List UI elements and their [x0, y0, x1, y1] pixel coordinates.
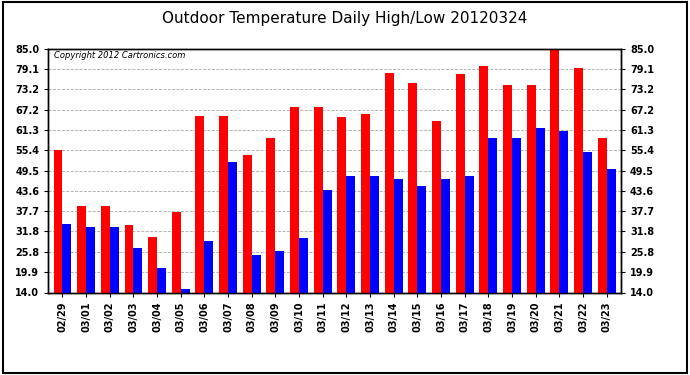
Bar: [266, 138, 275, 292]
Bar: [465, 176, 474, 292]
Bar: [172, 212, 181, 292]
Bar: [512, 138, 521, 292]
Bar: [346, 176, 355, 292]
Bar: [408, 83, 417, 292]
Bar: [361, 114, 370, 292]
Bar: [110, 227, 119, 292]
Bar: [181, 289, 190, 292]
Bar: [456, 75, 465, 292]
Bar: [503, 85, 512, 292]
Bar: [299, 238, 308, 292]
Bar: [252, 255, 261, 292]
Bar: [607, 169, 615, 292]
Bar: [77, 206, 86, 292]
Bar: [480, 66, 489, 292]
Bar: [195, 116, 204, 292]
Bar: [489, 138, 497, 292]
Bar: [526, 85, 536, 292]
Bar: [323, 189, 332, 292]
Bar: [228, 162, 237, 292]
Text: Outdoor Temperature Daily High/Low 20120324: Outdoor Temperature Daily High/Low 20120…: [162, 11, 528, 26]
Bar: [598, 138, 607, 292]
Bar: [583, 152, 592, 292]
Bar: [133, 248, 143, 292]
Bar: [290, 107, 299, 292]
Bar: [219, 116, 228, 292]
Bar: [432, 121, 441, 292]
Bar: [441, 179, 450, 292]
Bar: [337, 117, 346, 292]
Bar: [148, 237, 157, 292]
Bar: [385, 73, 394, 292]
Bar: [86, 227, 95, 292]
Bar: [63, 224, 72, 292]
Bar: [243, 155, 252, 292]
Bar: [551, 47, 560, 292]
Bar: [394, 179, 403, 292]
Bar: [157, 268, 166, 292]
Bar: [54, 150, 63, 292]
Bar: [124, 225, 133, 292]
Bar: [574, 68, 583, 292]
Bar: [560, 131, 569, 292]
Text: Copyright 2012 Cartronics.com: Copyright 2012 Cartronics.com: [54, 51, 186, 60]
Bar: [370, 176, 379, 292]
Bar: [204, 241, 213, 292]
Bar: [101, 206, 110, 292]
Bar: [275, 251, 284, 292]
Bar: [314, 107, 323, 292]
Bar: [536, 128, 545, 292]
Bar: [417, 186, 426, 292]
